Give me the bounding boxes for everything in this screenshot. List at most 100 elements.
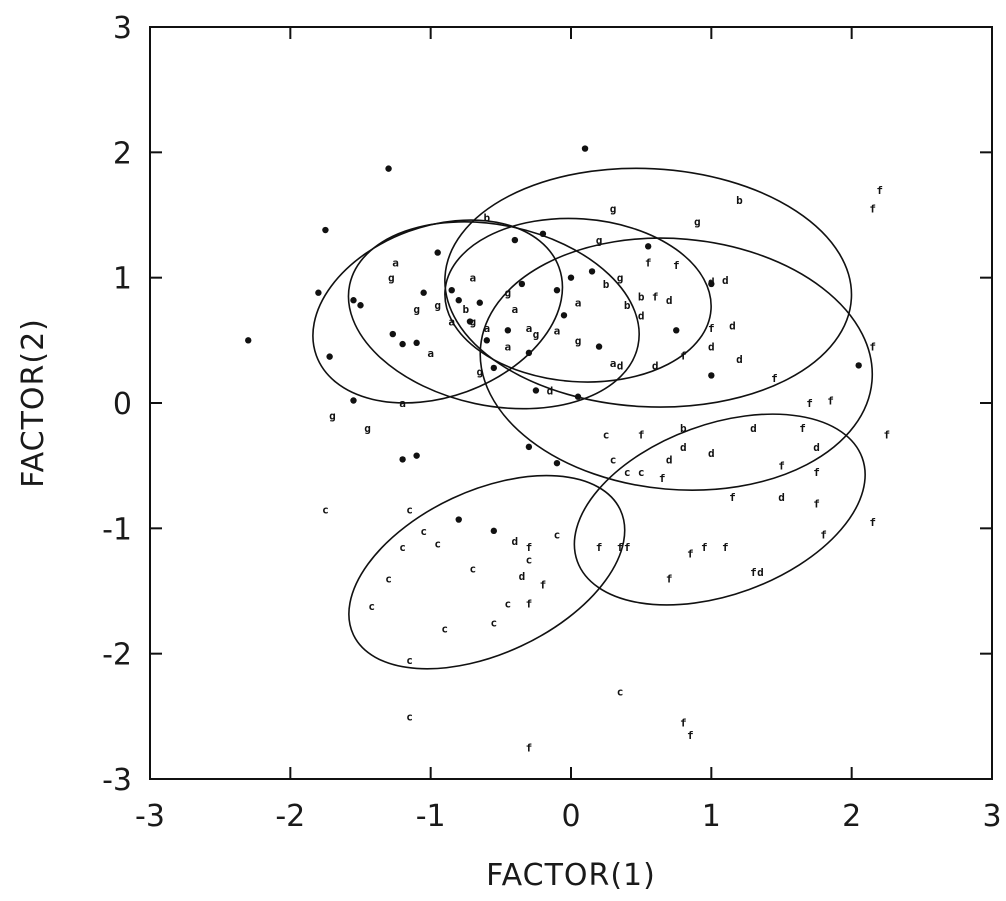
data-point-c: c — [491, 616, 498, 629]
data-point — [466, 318, 474, 325]
data-point — [490, 527, 498, 535]
data-point — [595, 343, 603, 350]
data-point-c: c — [526, 554, 533, 567]
data-point — [708, 372, 715, 379]
data-point-d: d — [736, 353, 743, 366]
data-point — [326, 353, 333, 360]
data-point-f: f — [680, 349, 687, 362]
data-point — [434, 249, 441, 256]
data-point-a: a — [469, 272, 476, 285]
data-point-f: f — [771, 372, 778, 385]
data-point — [350, 297, 357, 304]
data-point-f: f — [876, 184, 883, 197]
cluster-ellipse — [348, 474, 626, 670]
data-point-f: f — [673, 259, 680, 272]
x-tick-label: 0 — [561, 799, 580, 834]
data-point — [322, 226, 329, 234]
data-point — [511, 236, 519, 244]
data-point — [518, 280, 526, 288]
data-point — [574, 393, 582, 400]
data-point-a: a — [526, 322, 533, 335]
x-tick-label: 1 — [702, 799, 721, 834]
data-point — [588, 268, 596, 275]
data-point-d: d — [708, 275, 715, 288]
data-point-c: c — [638, 466, 645, 479]
data-point — [245, 337, 252, 344]
data-point-d: d — [512, 535, 519, 548]
data-point-c: c — [469, 562, 476, 575]
cluster-ellipse — [479, 237, 874, 491]
data-point-g: g — [533, 328, 540, 341]
data-point-a: a — [512, 303, 519, 316]
x-tick-label: 3 — [982, 799, 1001, 834]
x-tick-label: -2 — [275, 799, 305, 834]
data-point — [525, 443, 533, 451]
data-point-g: g — [476, 366, 483, 379]
data-point-d: d — [638, 309, 645, 322]
data-point-g: g — [694, 215, 701, 228]
data-point-f: f — [869, 341, 876, 354]
y-tick-label: -1 — [102, 512, 132, 547]
data-point — [413, 339, 420, 347]
x-tick-labels: -3 -2 -1 0 1 2 3 — [135, 799, 1002, 834]
data-point-f: f — [722, 541, 729, 554]
data-point-a: a — [399, 397, 406, 410]
data-point-f: f — [652, 290, 659, 303]
data-point — [413, 452, 420, 459]
data-point — [708, 280, 715, 288]
data-point-f: f — [820, 529, 827, 542]
data-point-b: b — [736, 194, 743, 207]
data-point — [399, 456, 406, 463]
data-point-f: f — [778, 460, 785, 473]
data-point — [385, 165, 392, 172]
data-point — [673, 327, 680, 334]
y-tick-label: 1 — [113, 262, 132, 297]
data-point-d: d — [778, 491, 785, 504]
data-point-d: d — [708, 341, 715, 354]
data-point — [560, 312, 568, 319]
data-point-d: d — [729, 319, 736, 332]
data-point-f: f — [526, 598, 533, 611]
data-point-f: f — [729, 491, 736, 504]
y-tick-label: 0 — [113, 387, 132, 422]
data-point-c: c — [441, 623, 448, 636]
y-tick-label: -2 — [102, 638, 132, 673]
data-point-b: b — [462, 303, 469, 316]
data-point-d: d — [722, 274, 729, 287]
data-point-b: b — [680, 422, 687, 435]
data-point-f: f — [799, 422, 806, 435]
data-point-f: f — [666, 572, 673, 585]
data-point-g: g — [596, 234, 603, 247]
data-point — [399, 340, 406, 348]
x-tick-label: 2 — [842, 799, 861, 834]
data-point-d: d — [813, 441, 820, 454]
data-point-c: c — [406, 654, 413, 667]
data-point — [553, 287, 561, 294]
data-point-d: d — [652, 359, 659, 372]
data-point-f: f — [827, 394, 834, 407]
data-point-b: b — [624, 299, 631, 312]
cluster-ellipse — [347, 221, 640, 410]
data-point — [581, 145, 589, 152]
data-point — [350, 397, 357, 404]
data-point — [855, 362, 862, 369]
data-point-c: c — [406, 710, 413, 723]
y-tick-label: -3 — [102, 763, 132, 798]
data-point — [553, 459, 561, 467]
cluster-ellipse — [444, 167, 853, 408]
data-point-f: f — [526, 541, 533, 554]
data-point-c: c — [399, 541, 406, 554]
axis-ticks — [149, 26, 993, 780]
data-point-f: f — [624, 541, 631, 554]
data-point-g: g — [413, 303, 420, 316]
data-point-b: b — [483, 212, 490, 225]
data-point-f: f — [645, 257, 652, 270]
data-point-c: c — [406, 504, 413, 517]
data-point-g: g — [610, 203, 617, 216]
data-point-f: f — [806, 397, 813, 410]
cluster-ellipses — [312, 167, 874, 670]
data-point-a: a — [610, 357, 617, 370]
data-point — [315, 289, 322, 296]
